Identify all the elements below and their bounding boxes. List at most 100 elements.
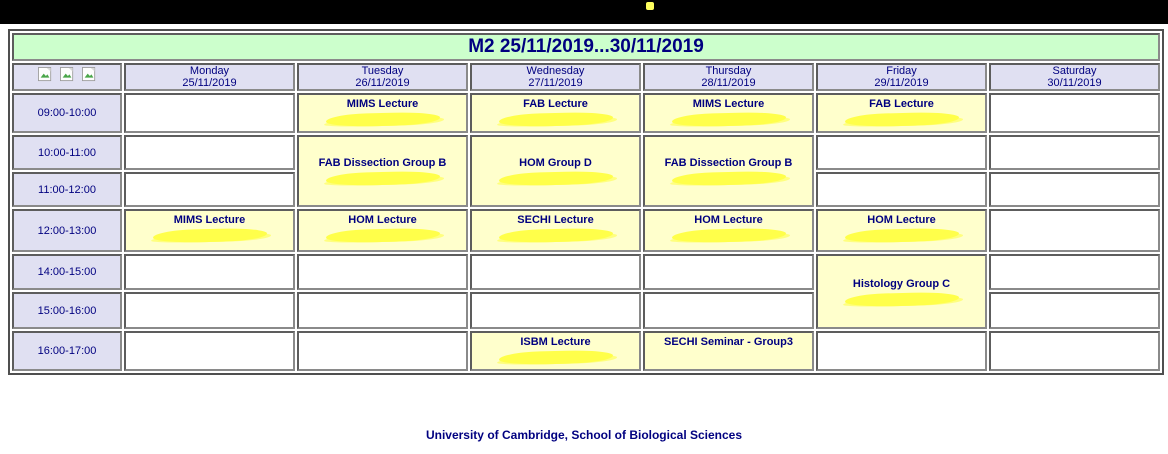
event-cell-wed-1000-1200[interactable]: HOM Group D: [470, 135, 641, 207]
event-title: ISBM Lecture: [520, 336, 591, 348]
event-cell-fri-1200[interactable]: HOM Lecture: [816, 209, 987, 252]
redacted-location-highlight: [844, 227, 959, 244]
event-title: FAB Dissection Group B: [318, 157, 447, 169]
day-date: 26/11/2019: [355, 77, 410, 89]
event-title: FAB Lecture: [869, 98, 934, 110]
empty-cell-tue-1500: [297, 292, 468, 329]
empty-cell-fri-1600: [816, 331, 987, 371]
redacted-location-highlight: [325, 227, 440, 244]
redacted-location-highlight: [498, 170, 613, 187]
event-title: Histology Group C: [852, 277, 951, 290]
redacted-location-highlight: [844, 111, 959, 128]
event-cell-tue-1200[interactable]: HOM Lecture: [297, 209, 468, 252]
day-name: Monday: [189, 65, 230, 77]
empty-cell-sat-0900: [989, 93, 1160, 133]
day-date: 30/11/2019: [1047, 77, 1102, 89]
day-header-saturday: Saturday 30/11/2019: [989, 63, 1160, 91]
corner-cell: [12, 63, 122, 91]
day-name: Wednesday: [526, 65, 585, 77]
empty-cell-mon-1500: [124, 292, 295, 329]
footer-text: University of Cambridge, School of Biolo…: [425, 428, 743, 442]
empty-cell-mon-0900: [124, 93, 295, 133]
redacted-location-highlight: [325, 170, 440, 187]
event-title: MIMS Lecture: [692, 98, 765, 110]
empty-cell-mon-1000: [124, 135, 295, 170]
event-title: HOM Group D: [519, 157, 592, 169]
day-name: Saturday: [1052, 65, 1097, 77]
event-title: HOM Lecture: [867, 214, 936, 226]
time-slot-1100: 11:00-12:00: [12, 172, 122, 207]
time-slot-1500: 15:00-16:00: [12, 292, 122, 329]
empty-cell-tue-1400: [297, 254, 468, 290]
broken-image-icon[interactable]: [82, 67, 96, 87]
empty-cell-sat-1200: [989, 209, 1160, 252]
redacted-location-highlight: [498, 111, 613, 128]
redacted-location-highlight: [671, 227, 786, 244]
event-cell-fri-1400-1600[interactable]: Histology Group C: [816, 254, 987, 329]
empty-cell-sat-1400: [989, 254, 1160, 290]
broken-image-icon[interactable]: [60, 67, 74, 87]
event-cell-mon-1200[interactable]: MIMS Lecture: [124, 209, 295, 252]
redacted-location-highlight: [671, 170, 786, 187]
event-title: FAB Lecture: [523, 98, 588, 110]
redacted-location-highlight: [152, 227, 267, 244]
empty-cell-mon-1400: [124, 254, 295, 290]
redacted-location-highlight: [325, 111, 440, 128]
timetable: M2 25/11/2019...30/11/2019 Monday 25/11/2…: [8, 29, 1164, 375]
empty-cell-sat-1600: [989, 331, 1160, 371]
empty-cell-sat-1100: [989, 172, 1160, 207]
event-cell-thu-0900[interactable]: MIMS Lecture: [643, 93, 814, 133]
day-header-monday: Monday 25/11/2019: [124, 63, 295, 91]
event-cell-wed-1600[interactable]: ISBM Lecture: [470, 331, 641, 371]
day-date: 25/11/2019: [182, 77, 237, 89]
top-black-strip: [0, 0, 1168, 24]
redacted-location-highlight: [498, 349, 613, 366]
empty-cell-tue-1600: [297, 331, 468, 371]
empty-cell-mon-1100: [124, 172, 295, 207]
event-title: FAB Dissection Group B: [664, 157, 793, 169]
empty-cell-sat-1500: [989, 292, 1160, 329]
cursor-dot: [646, 2, 654, 10]
event-title: SECHI Seminar - Group3: [664, 336, 793, 348]
event-cell-thu-1200[interactable]: HOM Lecture: [643, 209, 814, 252]
event-cell-wed-1200[interactable]: SECHI Lecture: [470, 209, 641, 252]
empty-cell-fri-1000: [816, 135, 987, 170]
day-header-tuesday: Tuesday 26/11/2019: [297, 63, 468, 91]
empty-cell-wed-1400: [470, 254, 641, 290]
day-header-wednesday: Wednesday 27/11/2019: [470, 63, 641, 91]
empty-cell-fri-1100: [816, 172, 987, 207]
event-cell-wed-0900[interactable]: FAB Lecture: [470, 93, 641, 133]
event-cell-thu-1000-1200[interactable]: FAB Dissection Group B: [643, 135, 814, 207]
event-title: HOM Lecture: [694, 214, 763, 226]
redacted-location-highlight: [671, 111, 786, 128]
empty-cell-wed-1500: [470, 292, 641, 329]
event-title: MIMS Lecture: [346, 98, 419, 110]
event-title: SECHI Lecture: [517, 214, 594, 226]
event-cell-tue-1000-1200[interactable]: FAB Dissection Group B: [297, 135, 468, 207]
broken-image-icon[interactable]: [37, 67, 52, 87]
timetable-title: M2 25/11/2019...30/11/2019: [12, 33, 1160, 61]
time-slot-1600: 16:00-17:00: [12, 331, 122, 371]
day-date: 28/11/2019: [701, 77, 756, 89]
day-header-friday: Friday 29/11/2019: [816, 63, 987, 91]
time-slot-1000: 10:00-11:00: [12, 135, 122, 170]
event-title: MIMS Lecture: [173, 214, 246, 226]
day-name: Tuesday: [361, 65, 404, 77]
empty-cell-mon-1600: [124, 331, 295, 371]
event-cell-thu-1600[interactable]: SECHI Seminar - Group3: [643, 331, 814, 371]
time-slot-1200: 12:00-13:00: [12, 209, 122, 252]
day-name: Friday: [886, 65, 917, 77]
event-cell-tue-0900[interactable]: MIMS Lecture: [297, 93, 468, 133]
event-title: HOM Lecture: [348, 214, 417, 226]
empty-cell-thu-1400: [643, 254, 814, 290]
event-cell-fri-0900[interactable]: FAB Lecture: [816, 93, 987, 133]
day-header-thursday: Thursday 28/11/2019: [643, 63, 814, 91]
day-date: 27/11/2019: [528, 77, 583, 89]
empty-cell-sat-1000: [989, 135, 1160, 170]
day-name: Thursday: [705, 65, 752, 77]
redacted-location-highlight: [498, 227, 613, 244]
day-date: 29/11/2019: [874, 77, 929, 89]
time-slot-1400: 14:00-15:00: [12, 254, 122, 290]
empty-cell-thu-1500: [643, 292, 814, 329]
redacted-location-highlight: [844, 291, 959, 307]
